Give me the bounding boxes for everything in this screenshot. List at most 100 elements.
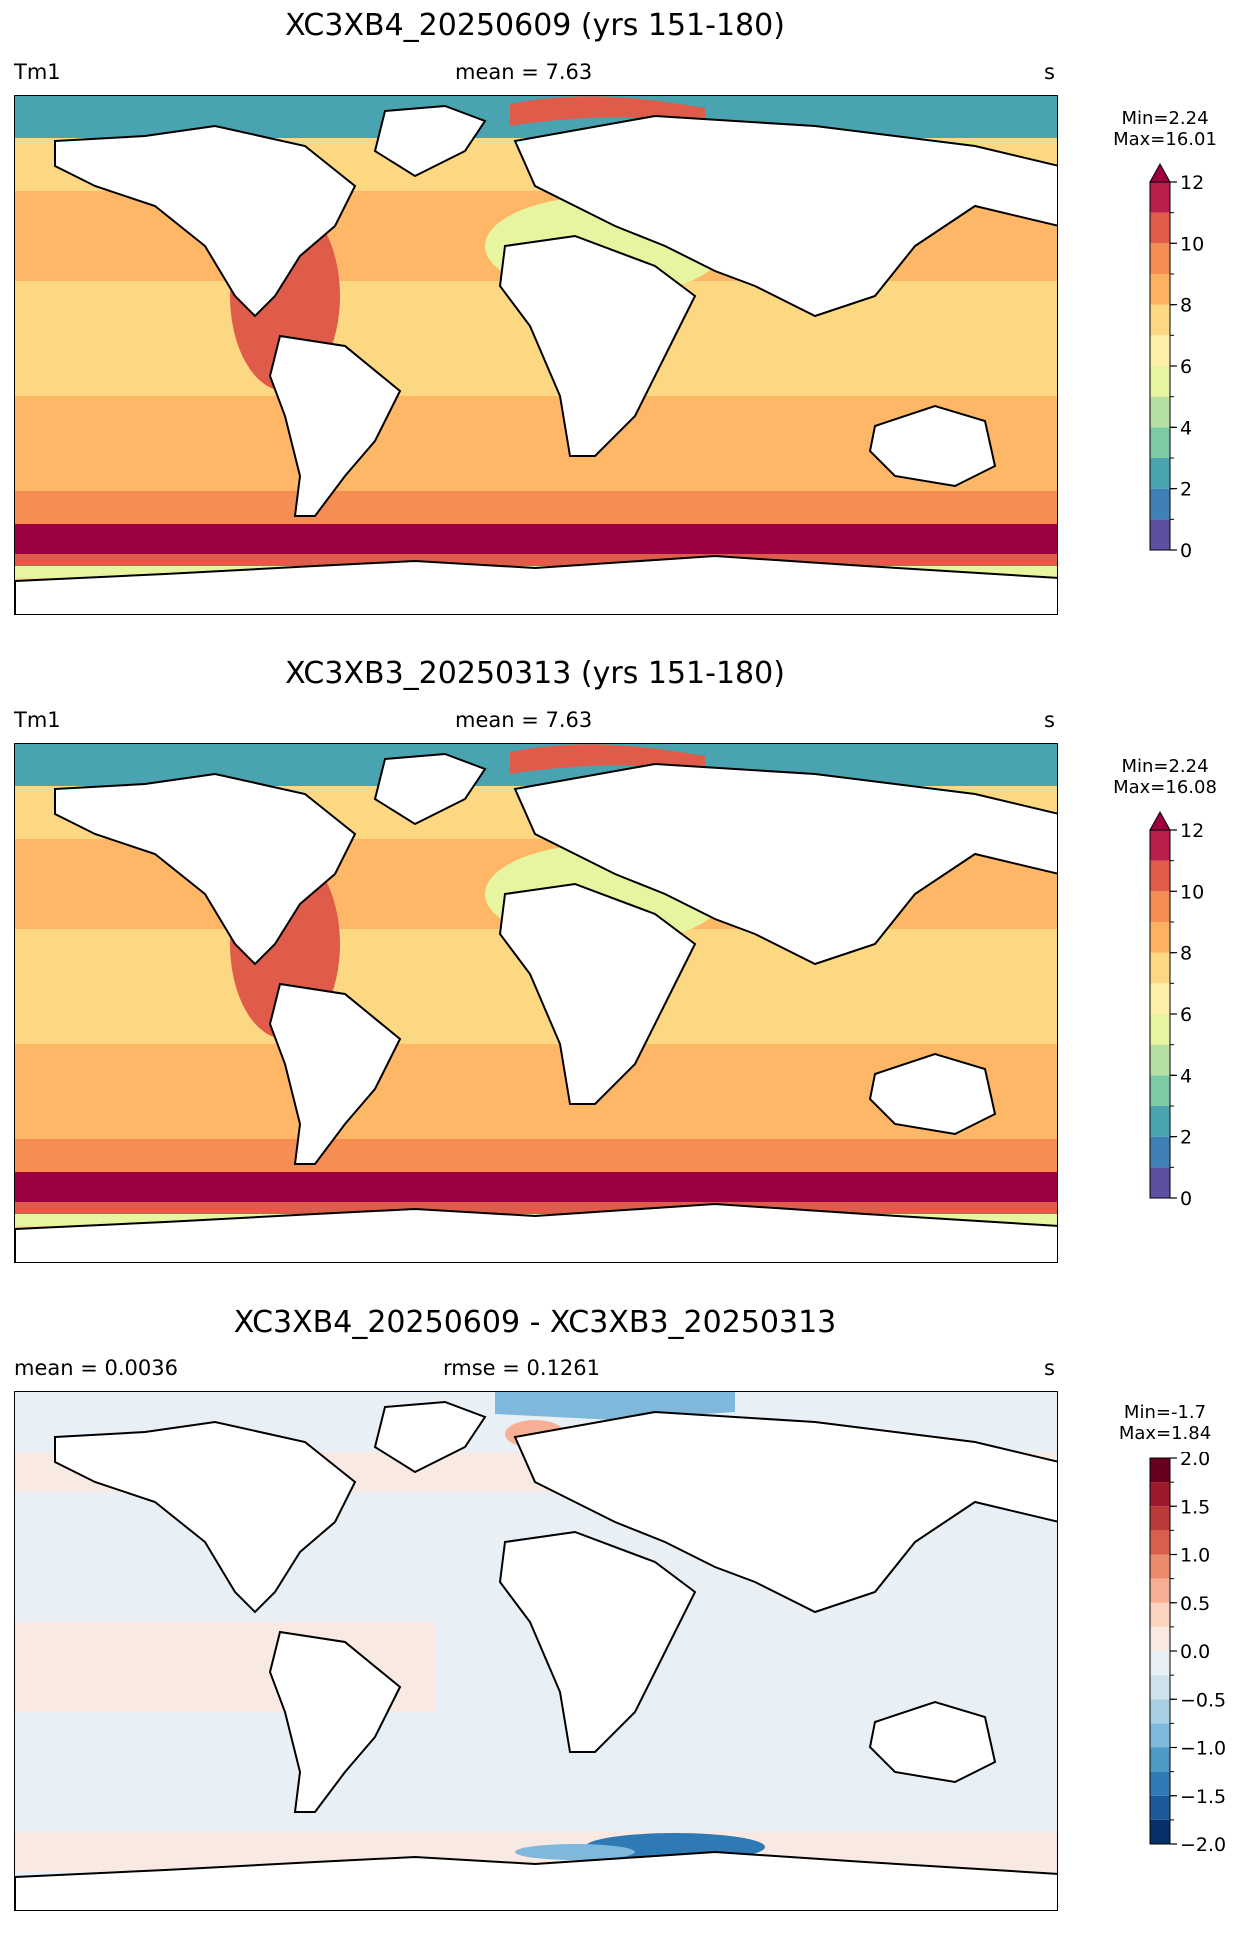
colorbar-tick-label: 4 [1180, 417, 1192, 439]
panel1-variable-label: Tm1 [14, 60, 61, 84]
colorbar-segment [1150, 335, 1170, 366]
colorbar-segment [1150, 1136, 1170, 1168]
colorbar-extend-arrow [1149, 810, 1171, 831]
colorbar-segment [1150, 1554, 1170, 1579]
colorbar-tick-label: 8 [1180, 295, 1192, 317]
panel1-colorbar: 0 2 4 6 8 10 12 [1149, 162, 1204, 560]
panel1-map-svg [15, 96, 1057, 614]
colorbar-extend-arrow [1149, 162, 1171, 183]
panel1-map [14, 95, 1058, 615]
colorbar-segment [1150, 1075, 1170, 1106]
colorbar-tick-label: 0.5 [1180, 1593, 1210, 1615]
africa [498, 234, 697, 457]
africa [498, 1530, 697, 1753]
panel2-min-stat: Min=2.24 [1121, 756, 1209, 777]
colorbar-segment [1150, 983, 1170, 1014]
colorbar-segment [1150, 304, 1170, 336]
colorbar-tick-label: 6 [1180, 1004, 1192, 1026]
panel3-rmse-label: rmse = 0.1261 [443, 1356, 601, 1380]
colorbar-tick-label: 8 [1180, 943, 1192, 965]
colorbar-tick-label: 0.0 [1180, 1641, 1210, 1663]
south-america [268, 334, 402, 517]
colorbar-tick-label: 0 [1180, 540, 1192, 560]
colorbar-tick-label: 12 [1180, 820, 1204, 842]
eurasia [513, 1410, 1057, 1614]
colorbar-segment [1150, 212, 1170, 244]
southern-ocean-core [15, 524, 1057, 556]
colorbar-tick-label: −0.5 [1180, 1689, 1226, 1711]
colorbar-segment [1150, 1106, 1170, 1137]
panel2-mean-label: mean = 7.63 [455, 708, 593, 732]
panel3-min-stat: Min=-1.7 [1123, 1402, 1207, 1423]
colorbar-segment [1150, 427, 1170, 458]
south-america [268, 1630, 402, 1813]
panel3-colorbar-stats: Min=-1.7 Max=1.84 [1110, 1402, 1220, 1444]
panel3-colorbar: −2.0 −1.5 −1.0 −0.5 0.0 0.5 1.0 1.5 2.0 [1149, 1452, 1226, 1852]
colorbar-segment [1150, 1044, 1170, 1076]
africa [498, 882, 697, 1105]
colorbar-segment [1150, 274, 1170, 305]
colorbar-segment [1150, 1530, 1170, 1555]
north-america [54, 124, 357, 318]
colorbar-segment [1150, 243, 1170, 274]
colorbar-tick-label: 4 [1180, 1065, 1192, 1087]
southern-ocean-negative-2 [515, 1844, 635, 1860]
colorbar-tick-label: 12 [1180, 172, 1204, 194]
colorbar-tick-label: 1.5 [1180, 1496, 1210, 1518]
panel2-variable-label: Tm1 [14, 708, 61, 732]
colorbar-segment [1150, 1482, 1170, 1507]
panel2-map-svg [15, 744, 1057, 1262]
colorbar-segment [1150, 891, 1170, 922]
colorbar-tick-label: 10 [1180, 233, 1204, 255]
panel1-title: XC3XB4_20250609 (yrs 151-180) [285, 8, 785, 43]
colorbar-segment [1150, 1771, 1170, 1796]
antarctica [15, 1850, 1057, 1910]
colorbar-tick-label: 1.0 [1180, 1545, 1210, 1567]
antarctica [15, 1202, 1057, 1262]
colorbar-tick-label: −1.0 [1180, 1738, 1226, 1760]
colorbar-segment [1150, 1506, 1170, 1531]
colorbar-segment [1150, 1626, 1170, 1651]
colorbar-tick-label: −1.5 [1180, 1786, 1226, 1808]
panel3-title: XC3XB4_20250609 - XC3XB3_20250313 [233, 1305, 837, 1340]
panel1-units-label: s [1044, 60, 1055, 84]
colorbar-segment [1150, 1602, 1170, 1627]
colorbar-segment [1150, 830, 1170, 861]
colorbar-segment [1150, 519, 1170, 550]
southern-ocean-inner [15, 491, 1057, 526]
colorbar-segment [1150, 1747, 1170, 1772]
panel1-min-stat: Min=2.24 [1121, 108, 1209, 129]
colorbar-segment [1150, 1651, 1170, 1676]
colorbar-segment [1150, 860, 1170, 892]
panel2-map [14, 743, 1058, 1263]
panel3-map-svg [15, 1392, 1057, 1910]
panel2-max-stat: Max=16.08 [1113, 777, 1217, 798]
panel2-colorbar-stats: Min=2.24 Max=16.08 [1110, 756, 1220, 798]
panel3-max-stat: Max=1.84 [1118, 1423, 1212, 1444]
colorbar-segment [1150, 488, 1170, 520]
antarctica [15, 554, 1057, 614]
eurasia [513, 762, 1057, 966]
panel2-units-label: s [1044, 708, 1055, 732]
colorbar-segment [1150, 182, 1170, 213]
colorbar-segment [1150, 1699, 1170, 1724]
eurasia [513, 114, 1057, 318]
panel3-mean-label: mean = 0.0036 [14, 1356, 178, 1380]
colorbar-segment [1150, 1795, 1170, 1820]
southern-ocean-inner [15, 1139, 1057, 1174]
australia [868, 1052, 997, 1136]
colorbar-tick-label: 0 [1180, 1188, 1192, 1208]
greenland [373, 1400, 487, 1474]
australia [868, 1700, 997, 1784]
panel1-max-stat: Max=16.01 [1113, 129, 1217, 150]
colorbar-segment [1150, 922, 1170, 953]
colorbar-segment [1150, 458, 1170, 489]
north-america [54, 772, 357, 966]
panel3-units-label: s [1044, 1356, 1055, 1380]
colorbar-tick-label: 2 [1180, 1127, 1192, 1149]
southern-ocean-core [15, 1172, 1057, 1204]
colorbar-tick-label: 6 [1180, 356, 1192, 378]
panel1-mean-label: mean = 7.63 [455, 60, 593, 84]
colorbar-segment [1150, 1723, 1170, 1748]
colorbar-tick-label: 2 [1180, 479, 1192, 501]
